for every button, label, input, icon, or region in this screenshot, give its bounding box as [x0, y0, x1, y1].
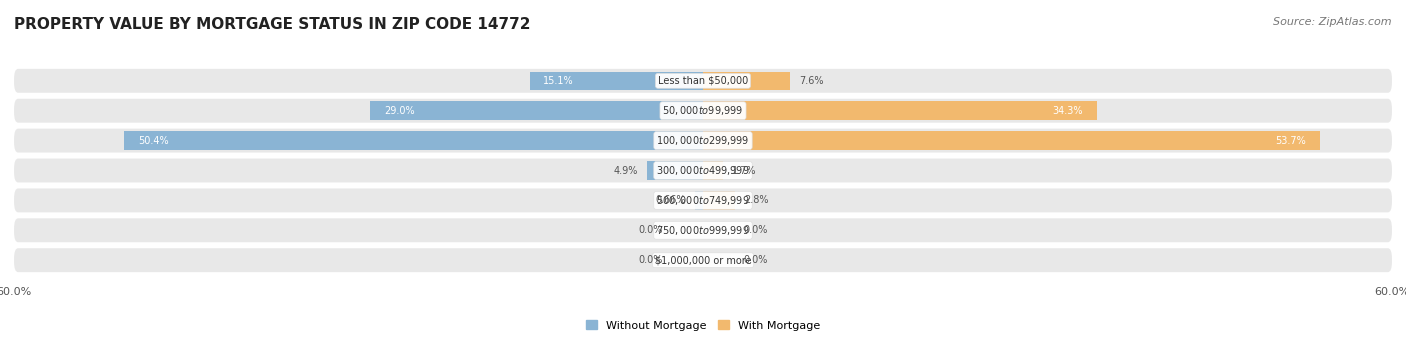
Text: $50,000 to $99,999: $50,000 to $99,999 [662, 104, 744, 117]
Bar [530, 72, 703, 90]
Text: 50.4%: 50.4% [138, 136, 169, 146]
FancyBboxPatch shape [14, 99, 1392, 123]
Bar [703, 191, 735, 210]
Text: $300,000 to $499,999: $300,000 to $499,999 [657, 164, 749, 177]
Bar [703, 101, 1097, 120]
FancyBboxPatch shape [14, 159, 1392, 182]
FancyBboxPatch shape [14, 218, 1392, 242]
Text: 0.0%: 0.0% [638, 255, 662, 265]
Bar [370, 101, 703, 120]
Text: 1.7%: 1.7% [731, 165, 756, 176]
Text: 2.8%: 2.8% [744, 195, 769, 205]
Text: $100,000 to $299,999: $100,000 to $299,999 [657, 134, 749, 147]
Text: 0.0%: 0.0% [638, 225, 662, 235]
Text: Less than $50,000: Less than $50,000 [658, 76, 748, 86]
FancyBboxPatch shape [14, 69, 1392, 93]
Bar [703, 131, 1320, 150]
Bar [703, 72, 790, 90]
FancyBboxPatch shape [14, 189, 1392, 212]
Bar [696, 191, 703, 210]
Text: $1,000,000 or more: $1,000,000 or more [655, 255, 751, 265]
FancyBboxPatch shape [14, 129, 1392, 152]
Text: 0.0%: 0.0% [744, 225, 768, 235]
Text: 15.1%: 15.1% [543, 76, 574, 86]
FancyBboxPatch shape [14, 248, 1392, 272]
Text: $750,000 to $999,999: $750,000 to $999,999 [657, 224, 749, 237]
Text: 34.3%: 34.3% [1053, 106, 1083, 116]
Text: PROPERTY VALUE BY MORTGAGE STATUS IN ZIP CODE 14772: PROPERTY VALUE BY MORTGAGE STATUS IN ZIP… [14, 17, 530, 32]
Text: 0.66%: 0.66% [655, 195, 686, 205]
Text: Source: ZipAtlas.com: Source: ZipAtlas.com [1274, 17, 1392, 27]
Text: $500,000 to $749,999: $500,000 to $749,999 [657, 194, 749, 207]
Text: 29.0%: 29.0% [384, 106, 415, 116]
Text: 7.6%: 7.6% [800, 76, 824, 86]
Bar [647, 161, 703, 180]
Text: 0.0%: 0.0% [744, 255, 768, 265]
Legend: Without Mortgage, With Mortgage: Without Mortgage, With Mortgage [582, 316, 824, 335]
Bar [124, 131, 703, 150]
Text: 4.9%: 4.9% [613, 165, 637, 176]
Bar [703, 161, 723, 180]
Text: 53.7%: 53.7% [1275, 136, 1306, 146]
